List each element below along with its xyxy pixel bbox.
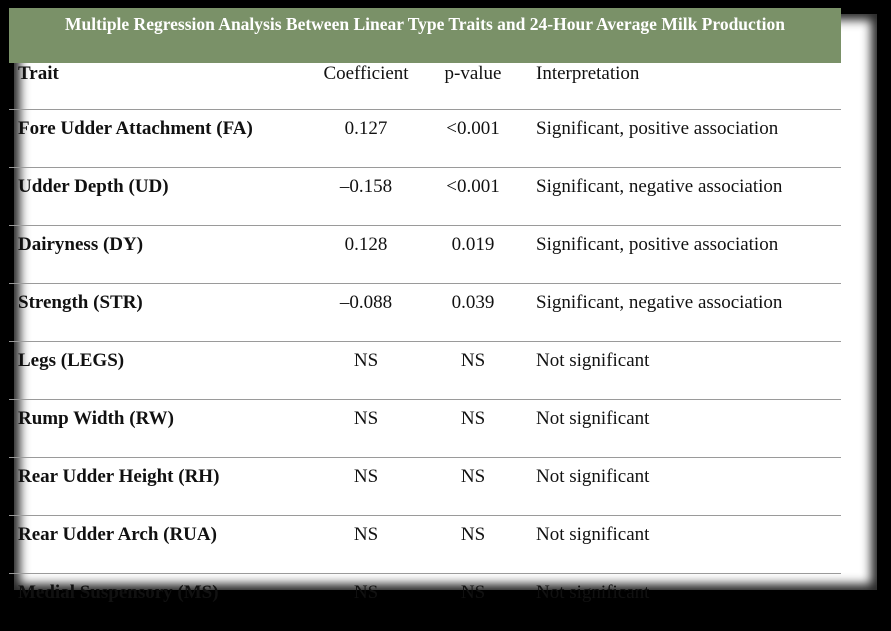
p-value-cell: NS [422,342,524,400]
interpretation-cell: Not significant [524,574,841,631]
interpretation-cell: Significant, positive association [524,110,841,168]
header-coefficient: Coefficient [310,63,422,110]
coefficient-cell: –0.088 [310,284,422,342]
regression-table: Trait Coefficient p-value Interpretation… [9,63,841,631]
trait-cell: Udder Depth (UD) [9,168,310,226]
p-value-cell: NS [422,400,524,458]
interpretation-cell: Significant, negative association [524,284,841,342]
interpretation-cell: Not significant [524,400,841,458]
p-value-cell: 0.019 [422,226,524,284]
coefficient-cell: NS [310,400,422,458]
trait-cell: Dairyness (DY) [9,226,310,284]
trait-cell: Rear Udder Arch (RUA) [9,516,310,574]
coefficient-cell: NS [310,458,422,516]
p-value-cell: NS [422,516,524,574]
coefficient-cell: NS [310,516,422,574]
interpretation-cell: Significant, positive association [524,226,841,284]
trait-cell: Medial Suspensory (MS) [9,574,310,631]
table-title: Multiple Regression Analysis Between Lin… [9,8,841,63]
p-value-cell: NS [422,574,524,631]
trait-cell: Rump Width (RW) [9,400,310,458]
interpretation-cell: Significant, negative association [524,168,841,226]
p-value-cell: NS [422,458,524,516]
trait-cell: Fore Udder Attachment (FA) [9,110,310,168]
interpretation-cell: Not significant [524,342,841,400]
trait-cell: Strength (STR) [9,284,310,342]
header-trait: Trait [9,63,310,110]
trait-cell: Rear Udder Height (RH) [9,458,310,516]
header-interpretation: Interpretation [524,63,841,110]
coefficient-cell: NS [310,574,422,631]
coefficient-cell: –0.158 [310,168,422,226]
table-header-row: Trait Coefficient p-value Interpretation [9,63,841,110]
header-p-value: p-value [422,63,524,110]
coefficient-cell: 0.127 [310,110,422,168]
interpretation-cell: Not significant [524,516,841,574]
coefficient-cell: NS [310,342,422,400]
p-value-cell: <0.001 [422,168,524,226]
coefficient-cell: 0.128 [310,226,422,284]
p-value-cell: <0.001 [422,110,524,168]
interpretation-cell: Not significant [524,458,841,516]
p-value-cell: 0.039 [422,284,524,342]
trait-cell: Legs (LEGS) [9,342,310,400]
